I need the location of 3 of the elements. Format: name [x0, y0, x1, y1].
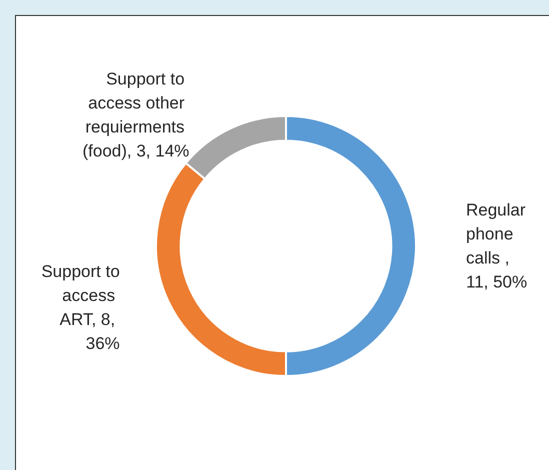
- slice-label: Regular phone calls , 11, 50%: [466, 200, 530, 292]
- slice-label: Support to access ART, 8, 36%: [41, 262, 120, 354]
- slice-label: Support to access other requierments (food), 3, 14%: [82, 69, 190, 160]
